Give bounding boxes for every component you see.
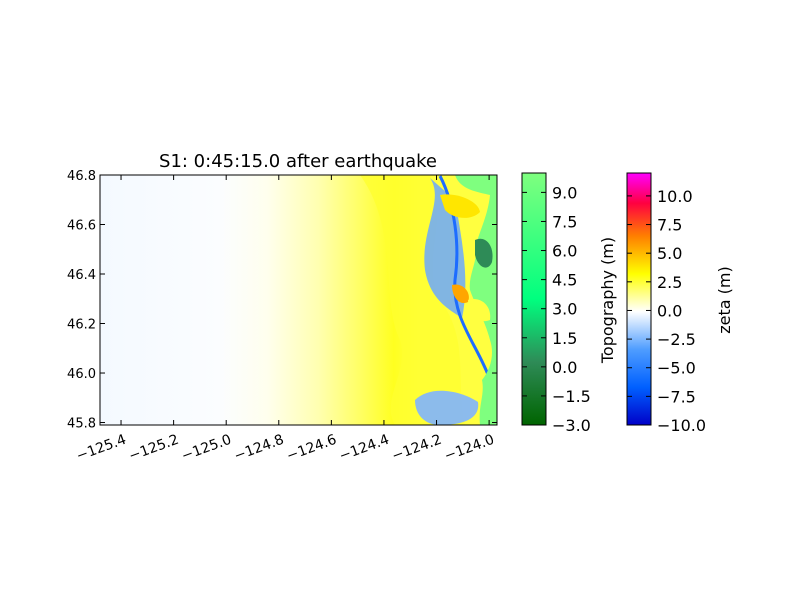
land-yellow-patch	[468, 299, 491, 322]
heatmap-plot-area	[100, 175, 497, 425]
y-tick-label: 46.2	[67, 318, 96, 333]
land-dark-patch	[475, 238, 493, 268]
colorbar-tick-label: −2.5	[657, 330, 696, 349]
x-tick-label: −124.2	[390, 432, 444, 465]
colorbar-tick-label: 0.0	[552, 358, 577, 377]
zeta-colorbar-ticks: −10.0 −7.5 −5.0 −2.5 0.0 2.5 5.0 7.5 10.0	[627, 187, 706, 435]
colorbar-tick-label: −5.0	[657, 359, 696, 378]
zeta-hot-spot	[440, 194, 480, 218]
colorbar-tick-label: 3.0	[552, 300, 577, 319]
y-tick-label: 45.8	[67, 417, 96, 432]
topography-colorbar-ticks: −3.0 −1.5 0.0 1.5 3.0 4.5 6.0 7.5 9.0	[522, 183, 591, 435]
zeta-trough-south	[415, 390, 479, 425]
colorbar-tick-label: 0.0	[657, 301, 682, 320]
colorbar-tick-label: 7.5	[657, 216, 682, 235]
x-tick-label: −125.4	[74, 432, 128, 465]
colorbar-tick-label: 1.5	[552, 329, 577, 348]
colorbar-tick-label: 10.0	[657, 187, 693, 206]
colorbar-tick-label: −7.5	[657, 387, 696, 406]
x-tick-label: −125.2	[127, 432, 181, 465]
y-tick-label: 46.4	[67, 268, 96, 283]
colorbar-tick-label: −10.0	[657, 416, 706, 435]
zeta-orange-spot	[452, 284, 469, 304]
colorbar-tick-label: 7.5	[552, 212, 577, 231]
colorbar-tick-label: 5.0	[657, 244, 682, 263]
colorbar-tick-label: 9.0	[552, 183, 577, 202]
colorbar-tick-label: 6.0	[552, 242, 577, 261]
x-tick-label: −125.0	[179, 432, 233, 465]
y-tick-label: 46.8	[67, 169, 96, 184]
colorbar-tick-label: −3.0	[552, 416, 591, 435]
zeta-colorbar-label: zeta (m)	[715, 266, 734, 333]
colorbar-tick-label: −1.5	[552, 387, 591, 406]
x-tick-label: −124.4	[337, 432, 391, 465]
zeta-colorbar	[626, 172, 652, 426]
colorbar-tick-label: 4.5	[552, 271, 577, 290]
chart-title: S1: 0:45:15.0 after earthquake	[159, 151, 437, 172]
y-tick-label: 46.6	[67, 219, 96, 234]
plot-frame	[99, 174, 498, 426]
topography-colorbar	[521, 172, 547, 426]
x-tick-label: −124.6	[285, 432, 339, 465]
zeta-positive-band	[360, 175, 465, 425]
y-tick-label: 46.0	[67, 367, 96, 382]
y-axis: 45.8 46.0 46.2 46.4 46.6 46.8	[67, 169, 497, 432]
topography-colorbar-label: Topography (m)	[598, 237, 617, 364]
x-tick-label: −124.0	[442, 432, 496, 465]
x-tick-label: −124.8	[232, 432, 286, 465]
colorbar-tick-label: 2.5	[657, 273, 682, 292]
